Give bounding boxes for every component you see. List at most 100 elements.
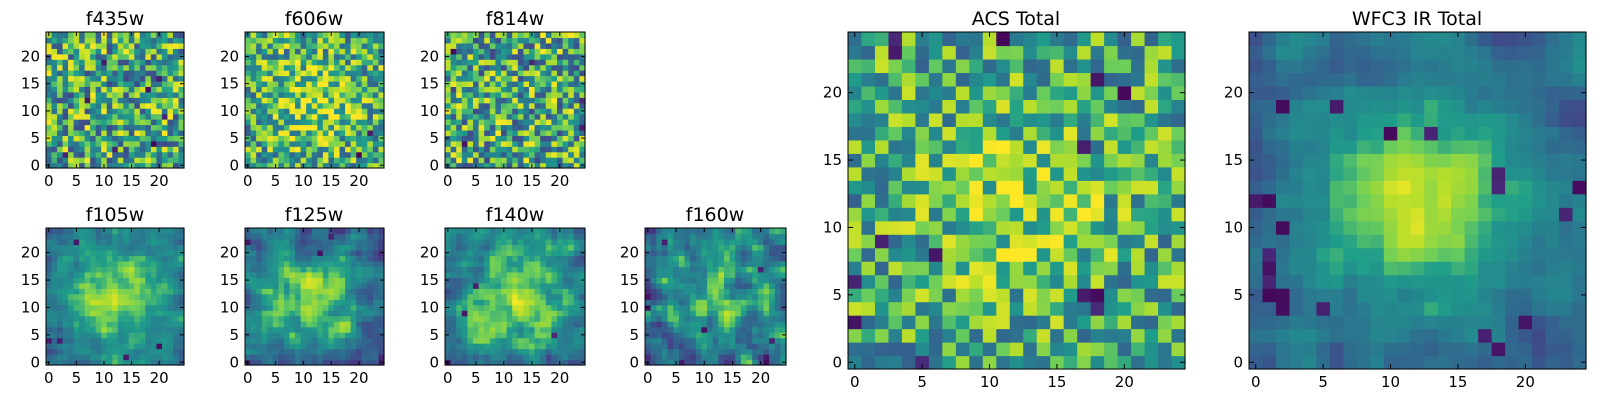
heatmap-cell [84, 315, 91, 322]
heatmap-cell [62, 260, 69, 267]
heatmap-cell [300, 70, 307, 77]
heatmap-cell [573, 315, 580, 322]
heatmap-cell [1050, 220, 1065, 235]
heatmap-cell [1158, 355, 1173, 370]
heatmap-cell [661, 249, 669, 256]
heatmap-cell [322, 108, 329, 115]
heatmap-cell [774, 348, 781, 355]
x-tick-label: 10 [294, 172, 313, 190]
heatmap-cell [278, 91, 285, 98]
heatmap-cell [540, 343, 547, 350]
heatmap-cell [345, 348, 352, 355]
heatmap-cell [740, 244, 748, 251]
heatmap-cell [322, 48, 329, 55]
heatmap-cell [361, 293, 368, 300]
heatmap-cell [467, 97, 474, 104]
heatmap-cell [461, 293, 468, 300]
heatmap-cell [551, 102, 558, 109]
heatmap-cell [333, 91, 341, 98]
heatmap-cell [495, 359, 502, 366]
heatmap-cell [134, 266, 141, 273]
heatmap-cell [361, 59, 368, 66]
heatmap-cell [512, 255, 519, 262]
heatmap-cell [573, 86, 580, 93]
heatmap-cell [101, 282, 108, 289]
heatmap-cell [517, 42, 524, 49]
heatmap-cell [562, 293, 569, 300]
heatmap-cell [557, 151, 564, 158]
heatmap-cell [473, 113, 480, 120]
heatmap-cell [161, 140, 169, 147]
heatmap-cell [573, 53, 580, 60]
heatmap-cell [278, 162, 285, 169]
heatmap-cell [678, 359, 686, 366]
heatmap-cell [73, 326, 80, 333]
y-tick-label: 0 [429, 353, 439, 371]
heatmap-cell [84, 304, 91, 311]
heatmap-cell [112, 102, 119, 109]
heatmap-cell [51, 119, 58, 126]
heatmap-cell [317, 59, 324, 66]
heatmap-cell [161, 271, 169, 278]
heatmap-cell [1063, 234, 1078, 249]
heatmap-cell [90, 337, 97, 344]
heatmap-cell [506, 59, 513, 66]
heatmap-cell [256, 48, 263, 55]
heatmap-cell [51, 354, 58, 361]
heatmap-cell [139, 108, 146, 115]
heatmap-cell [996, 180, 1011, 195]
heatmap-cell [112, 359, 119, 366]
heatmap-cell [172, 80, 180, 87]
heatmap-cell [718, 326, 725, 333]
heatmap-cell [445, 310, 452, 317]
heatmap-cell [545, 162, 552, 169]
heatmap-cell [740, 238, 748, 246]
heatmap-cell [51, 249, 58, 256]
heatmap-cell [888, 355, 903, 370]
heatmap-cell [361, 238, 368, 246]
heatmap-cell [461, 359, 468, 366]
heatmap-cell [568, 271, 575, 278]
heatmap-cell [445, 343, 452, 350]
heatmap-cell [568, 343, 575, 350]
heatmap-cell [68, 86, 75, 93]
heatmap-cell [178, 146, 185, 153]
heatmap-cell [1077, 301, 1092, 316]
heatmap-cell [656, 271, 663, 278]
heatmap-cell [345, 326, 352, 333]
heatmap-cell [272, 97, 279, 104]
heatmap-cell [684, 321, 691, 328]
heatmap-cell [62, 255, 69, 262]
heatmap-cell [467, 321, 474, 328]
heatmap-cell [848, 355, 863, 370]
heatmap-cell [484, 255, 491, 262]
heatmap-cell [68, 102, 75, 109]
heatmap-cell [167, 42, 174, 49]
heatmap-cell [261, 304, 268, 311]
heatmap-cell [774, 266, 781, 273]
heatmap-cell [378, 271, 385, 278]
heatmap-cell [769, 326, 776, 333]
heatmap-cell [573, 102, 580, 109]
heatmap-cell [678, 310, 686, 317]
heatmap-cell [372, 266, 380, 273]
heatmap-cell [501, 299, 508, 306]
heatmap-cell [95, 271, 102, 278]
heatmap-cell [245, 86, 252, 93]
heatmap-cell [172, 249, 180, 256]
heatmap-cell [106, 129, 113, 136]
heatmap-cell [267, 64, 274, 71]
heatmap-cell [95, 129, 102, 136]
heatmap-cell [467, 37, 474, 44]
heatmap-cell [874, 355, 890, 370]
heatmap-cell [1158, 220, 1173, 235]
heatmap-cell [557, 97, 564, 104]
heatmap-cell [250, 97, 257, 104]
heatmap-cell [707, 238, 714, 246]
heatmap-cell [306, 310, 313, 317]
heatmap-cell [684, 277, 691, 284]
heatmap-cell [501, 348, 508, 355]
heatmap-cell [295, 80, 302, 87]
